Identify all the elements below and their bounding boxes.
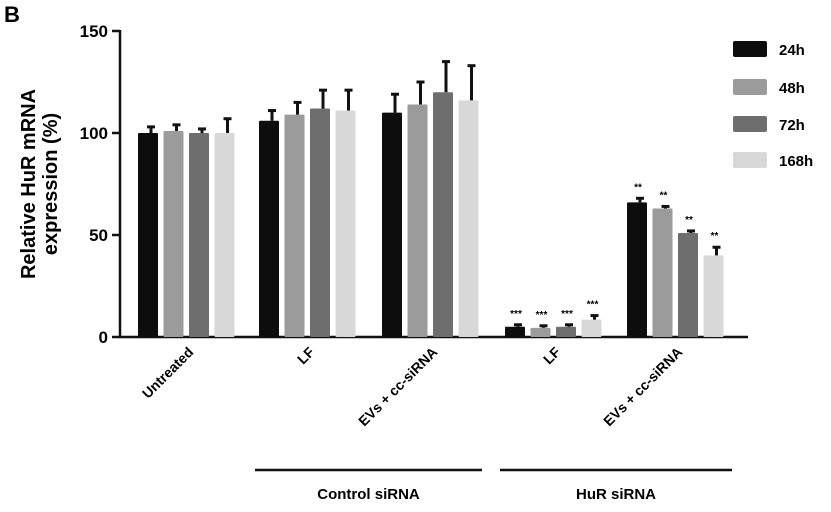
- legend-label: 48h: [779, 80, 805, 97]
- category-label: LF: [294, 343, 318, 367]
- legend-swatch: [733, 41, 767, 57]
- category-label: LF: [540, 343, 564, 367]
- bar: [189, 133, 209, 337]
- bar: [259, 120, 279, 337]
- bar: [310, 108, 330, 338]
- bar: [627, 202, 647, 337]
- legend-label: 168h: [779, 153, 813, 170]
- y-tick-label: 0: [99, 328, 108, 347]
- bar: [703, 255, 724, 337]
- legend-swatch: [733, 152, 767, 168]
- bar: [556, 326, 576, 337]
- bar: [214, 133, 235, 337]
- significance-mark: **: [660, 190, 668, 201]
- legend-swatch: [733, 116, 767, 132]
- bar: [284, 114, 305, 337]
- bar: [458, 100, 479, 337]
- bar: [505, 326, 525, 337]
- bar: [335, 110, 356, 337]
- significance-mark: ***: [510, 309, 522, 320]
- bar: [407, 104, 428, 337]
- significance-mark: ***: [536, 310, 548, 321]
- bar: [581, 319, 602, 337]
- significance-mark: ***: [587, 300, 599, 311]
- x-axis-labels: Untreated LF EVs + cc-siRNA LF EVs + cc-siRN…: [139, 343, 686, 429]
- bar: [678, 232, 698, 337]
- group-label: Control siRNA: [317, 486, 420, 503]
- y-tick-label: 100: [80, 124, 108, 143]
- legend-swatch: [733, 79, 767, 95]
- group-brackets: Control siRNA HuR siRNA: [255, 468, 732, 503]
- bar: [530, 327, 551, 337]
- legend-label: 24h: [779, 42, 805, 59]
- group-label: HuR siRNA: [576, 486, 656, 503]
- bar: [433, 92, 453, 337]
- panel-letter: B: [4, 2, 20, 27]
- bar: [138, 133, 158, 337]
- significance-mark: **: [711, 231, 719, 242]
- legend: 24h 48h 72h 168h: [733, 41, 813, 170]
- significance-mark: **: [685, 215, 693, 226]
- y-axis-label-line: Relative HuR mRNA: [18, 89, 40, 279]
- category-label: EVs + cc-siRNA: [600, 344, 685, 429]
- bars: ********************: [138, 60, 724, 338]
- y-axis-label-line: expression (%): [40, 113, 62, 255]
- category-label: EVs + cc-siRNA: [355, 344, 440, 429]
- category-label: Untreated: [139, 344, 197, 402]
- significance-mark: **: [634, 182, 642, 193]
- y-tick-label: 50: [89, 226, 108, 245]
- bar: [652, 208, 673, 337]
- bar: [382, 112, 402, 337]
- y-axis-label: Relative HuR mRNA expression (%): [18, 89, 62, 279]
- legend-label: 72h: [779, 117, 805, 134]
- y-tick-label: 150: [80, 22, 108, 41]
- significance-mark: ***: [561, 309, 573, 320]
- bar: [163, 130, 184, 337]
